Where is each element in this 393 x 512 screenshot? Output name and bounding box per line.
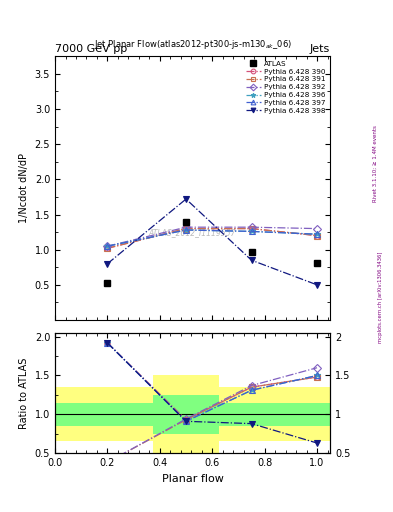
Pythia 6.428 398 bbox=[249, 257, 254, 263]
Pythia 6.428 398 bbox=[184, 196, 188, 202]
ATLAS bbox=[105, 280, 110, 286]
X-axis label: Planar flow: Planar flow bbox=[162, 474, 224, 483]
Pythia 6.428 391 bbox=[315, 232, 320, 239]
Pythia 6.428 396 bbox=[249, 228, 254, 234]
Line: Pythia 6.428 390: Pythia 6.428 390 bbox=[105, 226, 320, 251]
Y-axis label: 1/Ncdot dN/dP: 1/Ncdot dN/dP bbox=[19, 153, 29, 223]
ATLAS bbox=[249, 249, 254, 255]
ATLAS bbox=[315, 260, 320, 266]
Pythia 6.428 392 bbox=[105, 243, 110, 249]
Text: Jet Planar Flow(atlas2012-pt300-js-m130$_{ak}$_06): Jet Planar Flow(atlas2012-pt300-js-m130$… bbox=[94, 38, 292, 51]
Pythia 6.428 397 bbox=[184, 227, 188, 233]
Text: mcplots.cern.ch [arXiv:1306.3436]: mcplots.cern.ch [arXiv:1306.3436] bbox=[378, 251, 383, 343]
Pythia 6.428 391 bbox=[105, 245, 110, 251]
Pythia 6.428 397 bbox=[315, 231, 320, 237]
Pythia 6.428 396 bbox=[105, 243, 110, 249]
Pythia 6.428 391 bbox=[184, 225, 188, 231]
Pythia 6.428 392 bbox=[315, 225, 320, 231]
Pythia 6.428 398 bbox=[105, 261, 110, 267]
Line: Pythia 6.428 396: Pythia 6.428 396 bbox=[105, 227, 320, 249]
ATLAS bbox=[184, 219, 188, 225]
Line: Pythia 6.428 391: Pythia 6.428 391 bbox=[105, 226, 320, 251]
Pythia 6.428 397 bbox=[105, 243, 110, 249]
Text: Rivet 3.1.10; ≥ 1.4M events: Rivet 3.1.10; ≥ 1.4M events bbox=[373, 125, 378, 202]
Pythia 6.428 390 bbox=[105, 245, 110, 251]
Legend: ATLAS, Pythia 6.428 390, Pythia 6.428 391, Pythia 6.428 392, Pythia 6.428 396, P: ATLAS, Pythia 6.428 390, Pythia 6.428 39… bbox=[245, 60, 327, 115]
Pythia 6.428 390 bbox=[184, 225, 188, 231]
Text: 7000 GeV pp: 7000 GeV pp bbox=[55, 44, 127, 54]
Pythia 6.428 390 bbox=[315, 232, 320, 239]
Pythia 6.428 398 bbox=[315, 282, 320, 288]
Line: ATLAS: ATLAS bbox=[104, 218, 321, 286]
Text: ATLAS_2012_I1119557: ATLAS_2012_I1119557 bbox=[149, 228, 236, 238]
Pythia 6.428 396 bbox=[315, 231, 320, 237]
Pythia 6.428 392 bbox=[184, 224, 188, 230]
Y-axis label: Ratio to ATLAS: Ratio to ATLAS bbox=[19, 357, 29, 429]
Pythia 6.428 397 bbox=[249, 228, 254, 234]
Pythia 6.428 391 bbox=[249, 225, 254, 231]
Line: Pythia 6.428 397: Pythia 6.428 397 bbox=[105, 227, 320, 249]
Line: Pythia 6.428 392: Pythia 6.428 392 bbox=[105, 224, 320, 249]
Text: Jets: Jets bbox=[310, 44, 330, 54]
Line: Pythia 6.428 398: Pythia 6.428 398 bbox=[105, 196, 320, 288]
Pythia 6.428 390 bbox=[249, 225, 254, 231]
Pythia 6.428 396 bbox=[184, 227, 188, 233]
Pythia 6.428 392 bbox=[249, 224, 254, 230]
